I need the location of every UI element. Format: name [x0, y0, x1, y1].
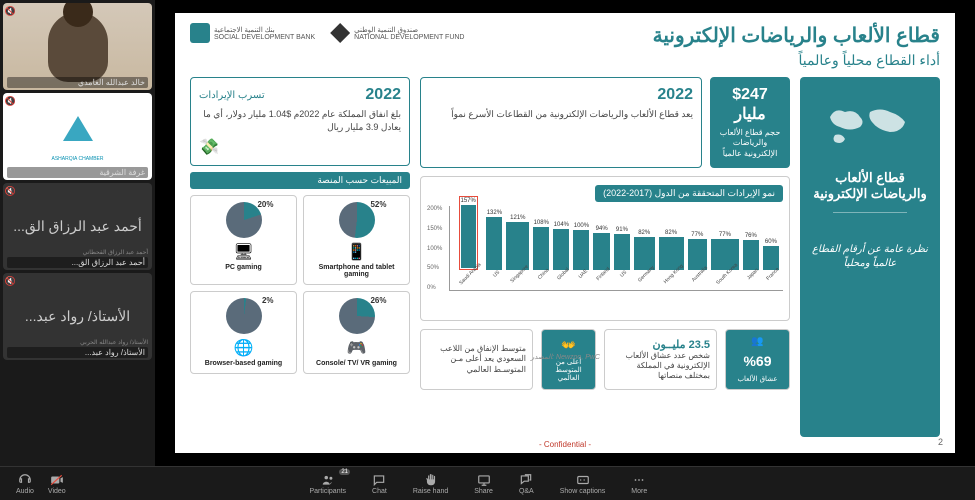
- platform-smartphone: 52%📱Smartphone and tablet gaming: [303, 195, 410, 285]
- platform-pc: 20%🖥PC gaming: [190, 195, 297, 285]
- fans-count-stat: 23.5 مليــون شخص عدد عشاق الألعاب الإلكت…: [604, 329, 717, 390]
- more-button[interactable]: More: [625, 471, 653, 497]
- captions-button[interactable]: Show captions: [554, 471, 612, 497]
- captions-icon: [576, 473, 590, 487]
- page-number: 2: [938, 437, 943, 447]
- video-icon: [50, 473, 64, 487]
- fans-pct-stat: 👥 %69 عشاق الألعاب: [725, 329, 790, 390]
- chat-button[interactable]: Chat: [366, 471, 393, 497]
- share-icon: [477, 473, 491, 487]
- bar-germany: 82%Germany: [634, 230, 655, 290]
- bar-saudi-arabia: 157%Saudi Arabia: [454, 196, 482, 290]
- mute-icon: 🔇: [6, 96, 16, 106]
- platforms-header: المبيعات حسب المنصة: [190, 172, 410, 189]
- meeting-toolbar: Audio Video 21 Participants Chat Raise h…: [0, 466, 975, 500]
- qa-button[interactable]: Q&A: [513, 471, 540, 497]
- mute-icon: 🔇: [6, 186, 16, 196]
- participant-name: أحمد عبد الرزاق الق...: [7, 257, 148, 268]
- platform-console/: 26%🎮Console/ TV/ VR gaming: [303, 291, 410, 374]
- participants-button[interactable]: 21 Participants: [303, 471, 352, 497]
- participant-tile[interactable]: ASHARQIA CHAMBER🔇غرفة الشرقية: [3, 93, 152, 180]
- participant-name: غرفة الشرقية: [7, 167, 148, 178]
- bar-hong-kong: 82%Hong Kong: [659, 230, 684, 290]
- bar-singapore: 121%Singapore: [506, 215, 529, 290]
- market-size-stat: $247 مليار حجم قطاع الألعاب والرياضات ال…: [710, 77, 790, 168]
- slide-logos: صندوق التنمية الوطني NATIONAL DEVELOPMEN…: [190, 23, 465, 43]
- mute-icon: 🔇: [6, 6, 16, 16]
- platforms-grid: 52%📱Smartphone and tablet gaming20%🖥PC g…: [190, 195, 410, 374]
- participant-tile[interactable]: 🔇 خالد عبدالله الغامدي: [3, 3, 152, 90]
- audio-button[interactable]: Audio: [10, 471, 40, 497]
- participants-icon: [321, 473, 335, 487]
- more-icon: [632, 473, 646, 487]
- bar-japan: 76%Japan: [743, 233, 759, 290]
- platform-browser-based: 2%🌐Browser-based gaming: [190, 291, 297, 374]
- chart-source: Newzoo, PwC :المصدر: [531, 353, 600, 361]
- mute-icon: 🔇: [6, 276, 16, 286]
- hand-icon: [424, 473, 438, 487]
- video-button[interactable]: Video: [42, 471, 72, 497]
- slide-title: قطاع الألعاب والرياضات الإلكترونية: [653, 23, 940, 48]
- shared-screen: قطاع الألعاب والرياضات الإلكترونية أداء …: [155, 0, 975, 466]
- participant-tile[interactable]: الأستاذ/ رواد عبد...الأستاذ/ رواد عبدالل…: [3, 273, 152, 360]
- participant-name: خالد عبدالله الغامدي: [7, 77, 148, 88]
- confidential-label: - Confidential -: [175, 440, 955, 449]
- bar-china: 108%China: [533, 220, 549, 290]
- chat-icon: [372, 473, 386, 487]
- money-icon: 💸: [199, 137, 401, 157]
- growth-stat: 2022 يعد قطاع الألعاب والرياضات الإلكترو…: [420, 77, 702, 168]
- revenue-leakage-stat: 2022 تسرب الإيرادات بلغ انفاق المملكة عا…: [190, 77, 410, 166]
- presentation-slide: قطاع الألعاب والرياضات الإلكترونية أداء …: [175, 13, 955, 453]
- overview-panel: قطاع الألعاب والرياضات الإلكترونية نظرة …: [800, 77, 940, 437]
- sdb-logo-icon: [190, 23, 210, 43]
- share-button[interactable]: Share: [468, 471, 499, 497]
- spending-stat: متوسط الإنفاق من اللاعب السعودي يعد أعلى…: [420, 329, 533, 390]
- qa-icon: [519, 473, 533, 487]
- world-map-icon: [820, 97, 920, 147]
- bar-south-korea: 77%South Korea: [711, 232, 739, 290]
- participant-tile[interactable]: أحمد عبد الرزاق الق...أحمد عبد الرزاق ال…: [3, 183, 152, 270]
- slide-subtitle: أداء القطاع محلياً وعالمياً: [653, 52, 940, 69]
- participant-name: الأستاذ/ رواد عبد...: [7, 347, 148, 358]
- bar-us: 132%US: [486, 210, 502, 290]
- revenue-growth-chart: نمو الإيرادات المتحققة من الدول (2017-20…: [420, 176, 790, 321]
- raise-hand-button[interactable]: Raise hand: [407, 471, 454, 497]
- participants-sidebar: 🔇خالد عبدالله الغامديASHARQIA CHAMBER🔇غر…: [0, 0, 155, 466]
- headset-icon: [18, 473, 32, 487]
- ndf-logo-icon: [330, 23, 350, 43]
- bar-australia: 77%Australia: [688, 232, 707, 290]
